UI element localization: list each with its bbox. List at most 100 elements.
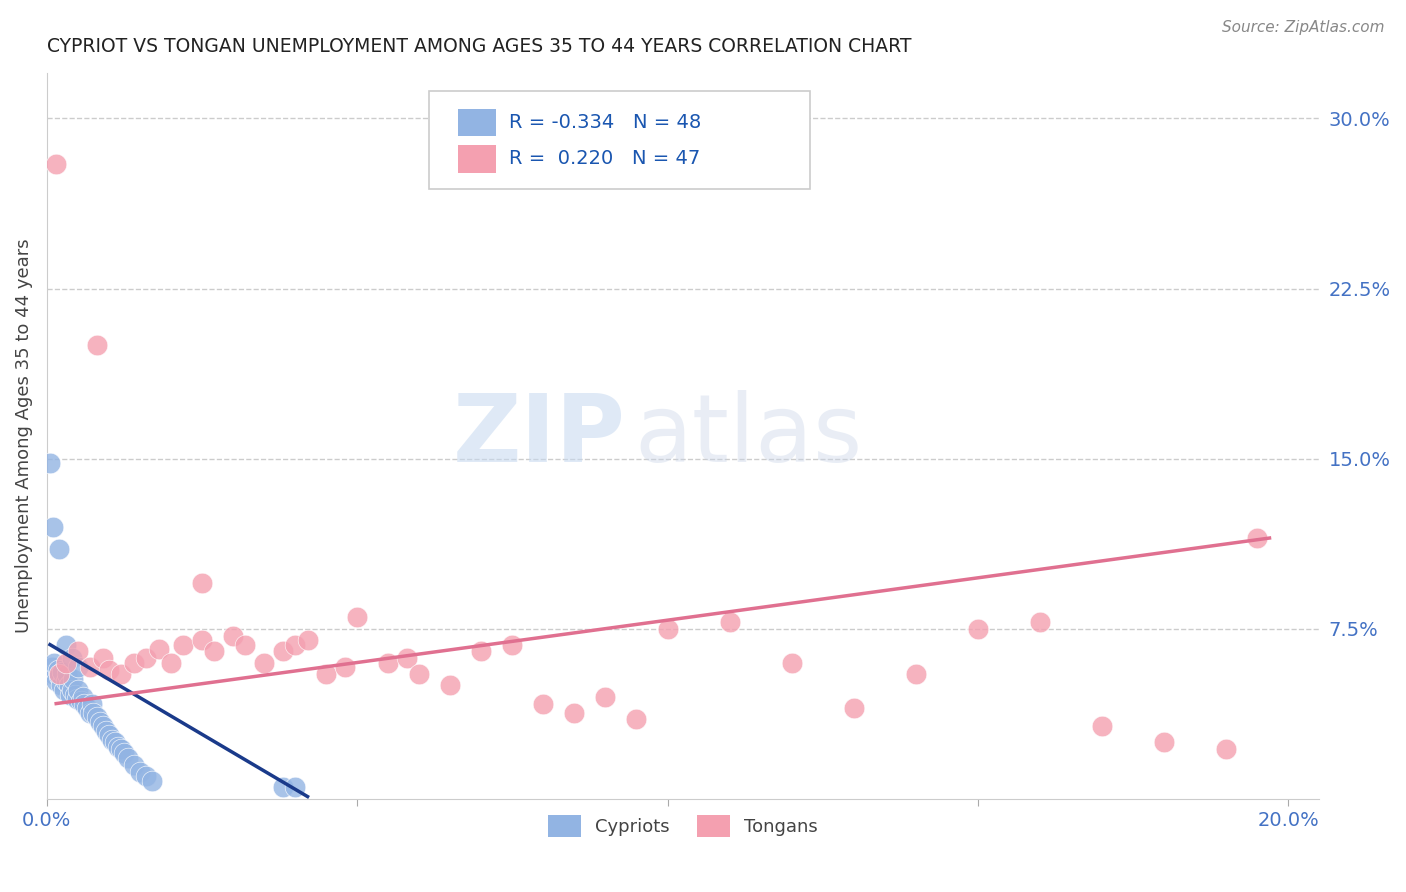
Point [55, 638, 77, 652]
Point [104, 735, 127, 749]
Point [172, 638, 194, 652]
Text: CYPRIOT VS TONGAN UNEMPLOYMENT AMONG AGES 35 TO 44 YEARS CORRELATION CHART: CYPRIOT VS TONGAN UNEMPLOYMENT AMONG AGE… [46, 37, 911, 56]
Point [204, 644, 226, 658]
Point [222, 629, 245, 643]
Point [271, 644, 294, 658]
Point [107, 739, 129, 754]
Point [377, 656, 399, 670]
Point [48, 667, 70, 681]
Point [46, 663, 69, 677]
Point [904, 667, 927, 681]
Point [191, 576, 214, 591]
Point [59, 688, 82, 702]
Point [42, 667, 65, 681]
Point [110, 667, 132, 681]
Point [101, 732, 124, 747]
Point [141, 773, 163, 788]
Point [1246, 531, 1268, 545]
Point [114, 747, 136, 761]
Point [82, 706, 104, 720]
Point [439, 678, 461, 692]
Point [41, 660, 63, 674]
Point [129, 764, 152, 779]
Point [780, 656, 803, 670]
Point [284, 780, 307, 795]
Point [657, 622, 679, 636]
Point [72, 690, 94, 704]
Point [58, 678, 80, 692]
Point [53, 683, 76, 698]
Point [1153, 735, 1175, 749]
Point [333, 660, 356, 674]
Point [55, 656, 77, 670]
Text: atlas: atlas [634, 390, 863, 482]
Point [91, 651, 114, 665]
Y-axis label: Unemployment Among Ages 35 to 44 years: Unemployment Among Ages 35 to 44 years [15, 239, 32, 633]
Point [564, 706, 586, 720]
Point [79, 660, 101, 674]
Point [55, 667, 77, 681]
Point [842, 701, 865, 715]
Point [66, 644, 89, 658]
Point [73, 697, 96, 711]
Point [79, 706, 101, 720]
Point [626, 713, 648, 727]
Point [63, 688, 86, 702]
Point [160, 656, 183, 670]
Point [110, 742, 132, 756]
Text: ZIP: ZIP [453, 390, 626, 482]
Point [86, 338, 108, 352]
Point [39, 456, 62, 470]
Text: R =  0.220   N = 47: R = 0.220 N = 47 [509, 149, 700, 169]
Point [1215, 742, 1237, 756]
Point [55, 673, 77, 688]
Point [122, 757, 145, 772]
Point [70, 694, 93, 708]
Point [94, 723, 117, 738]
Point [45, 157, 67, 171]
Point [80, 697, 103, 711]
Point [148, 642, 170, 657]
Point [315, 667, 337, 681]
Point [89, 714, 111, 729]
Point [76, 701, 98, 715]
Bar [458, 109, 496, 136]
Point [235, 638, 257, 652]
Point [531, 697, 554, 711]
Point [718, 615, 741, 629]
Point [48, 542, 70, 557]
Point [284, 638, 307, 652]
Point [1091, 719, 1114, 733]
Text: Source: ZipAtlas.com: Source: ZipAtlas.com [1222, 20, 1385, 35]
Point [66, 683, 89, 698]
Point [45, 673, 67, 688]
Point [470, 644, 492, 658]
Point [117, 751, 139, 765]
Point [66, 692, 89, 706]
Point [97, 728, 120, 742]
FancyBboxPatch shape [429, 91, 810, 189]
Point [86, 710, 108, 724]
Point [62, 672, 84, 686]
Point [60, 651, 83, 665]
Point [297, 633, 319, 648]
Point [91, 719, 114, 733]
Point [1029, 615, 1052, 629]
Point [66, 660, 89, 674]
Point [44, 656, 66, 670]
Point [48, 669, 70, 683]
Point [271, 780, 294, 795]
Point [122, 656, 145, 670]
Point [135, 651, 157, 665]
Legend: Cypriots, Tongans: Cypriots, Tongans [541, 808, 825, 844]
Point [501, 638, 523, 652]
Point [346, 610, 368, 624]
Point [42, 519, 65, 533]
Point [395, 651, 418, 665]
Point [966, 622, 988, 636]
Point [49, 678, 72, 692]
Point [97, 663, 120, 677]
Point [595, 690, 617, 704]
Point [408, 667, 430, 681]
Bar [458, 145, 496, 172]
